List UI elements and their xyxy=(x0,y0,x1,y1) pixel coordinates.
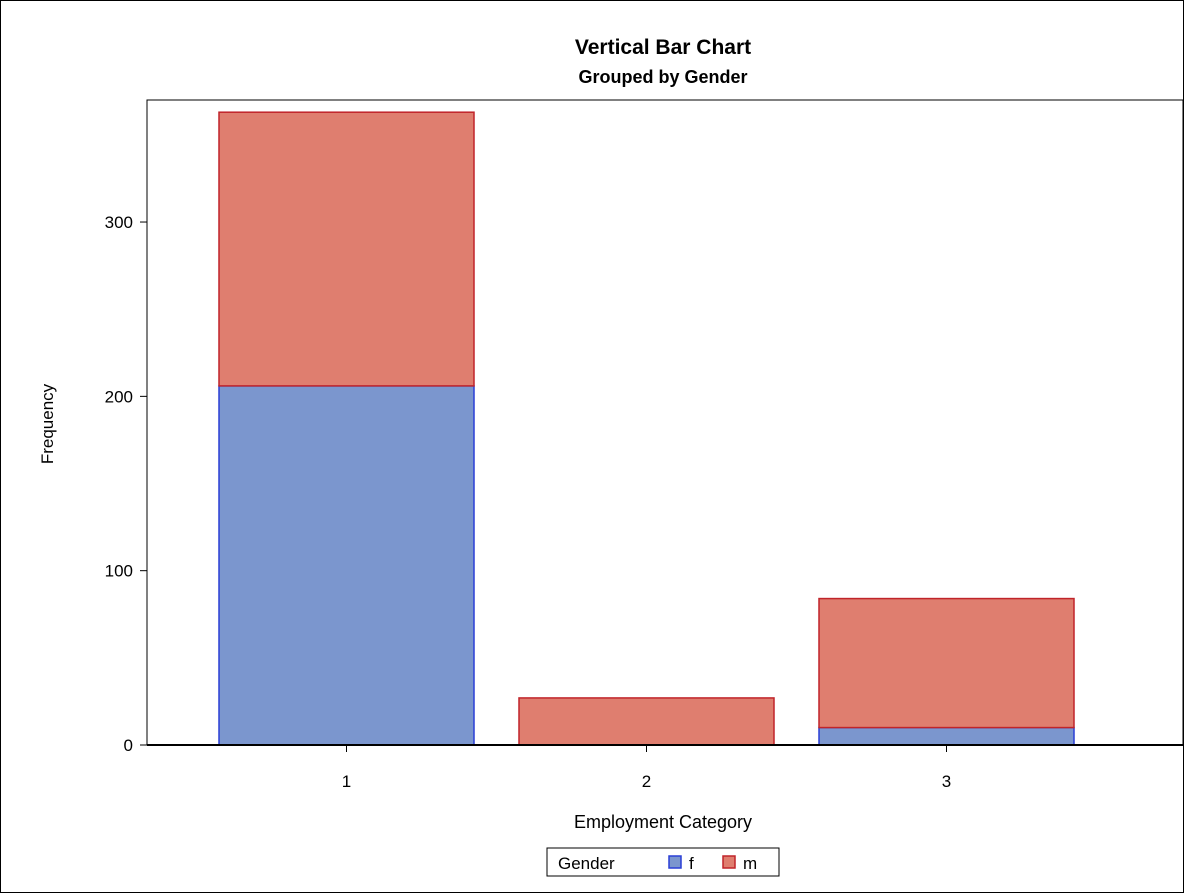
legend-title: Gender xyxy=(558,854,615,873)
x-tick-label: 2 xyxy=(642,772,651,791)
bar-m-cat-2 xyxy=(518,697,775,746)
bar-m-cat-3 xyxy=(818,597,1075,729)
chart-subtitle: Grouped by Gender xyxy=(578,67,747,87)
bar-m-cat-1 xyxy=(218,111,475,387)
chart-title: Vertical Bar Chart xyxy=(575,36,751,59)
y-tick-label: 100 xyxy=(105,562,133,581)
x-tick-label: 3 xyxy=(942,772,951,791)
plot-area: 0 100 200 300 1 2 3 xyxy=(105,99,1183,791)
bar-f-cat-1 xyxy=(218,385,475,746)
legend-swatch-f xyxy=(668,855,682,869)
legend-label-f: f xyxy=(689,854,694,873)
y-axis-label: Frequency xyxy=(38,383,57,464)
x-axis-label: Employment Category xyxy=(574,812,752,832)
y-tick-label: 300 xyxy=(105,213,133,232)
x-tick-label: 1 xyxy=(342,772,351,791)
bar-f-cat-3 xyxy=(818,726,1075,746)
legend-swatch-m xyxy=(722,855,736,869)
y-tick-label: 200 xyxy=(105,387,133,406)
y-tick-label: 0 xyxy=(124,736,133,755)
legend-box xyxy=(546,847,780,877)
legend-label-m: m xyxy=(743,854,757,873)
legend: Gender f m xyxy=(546,847,780,877)
